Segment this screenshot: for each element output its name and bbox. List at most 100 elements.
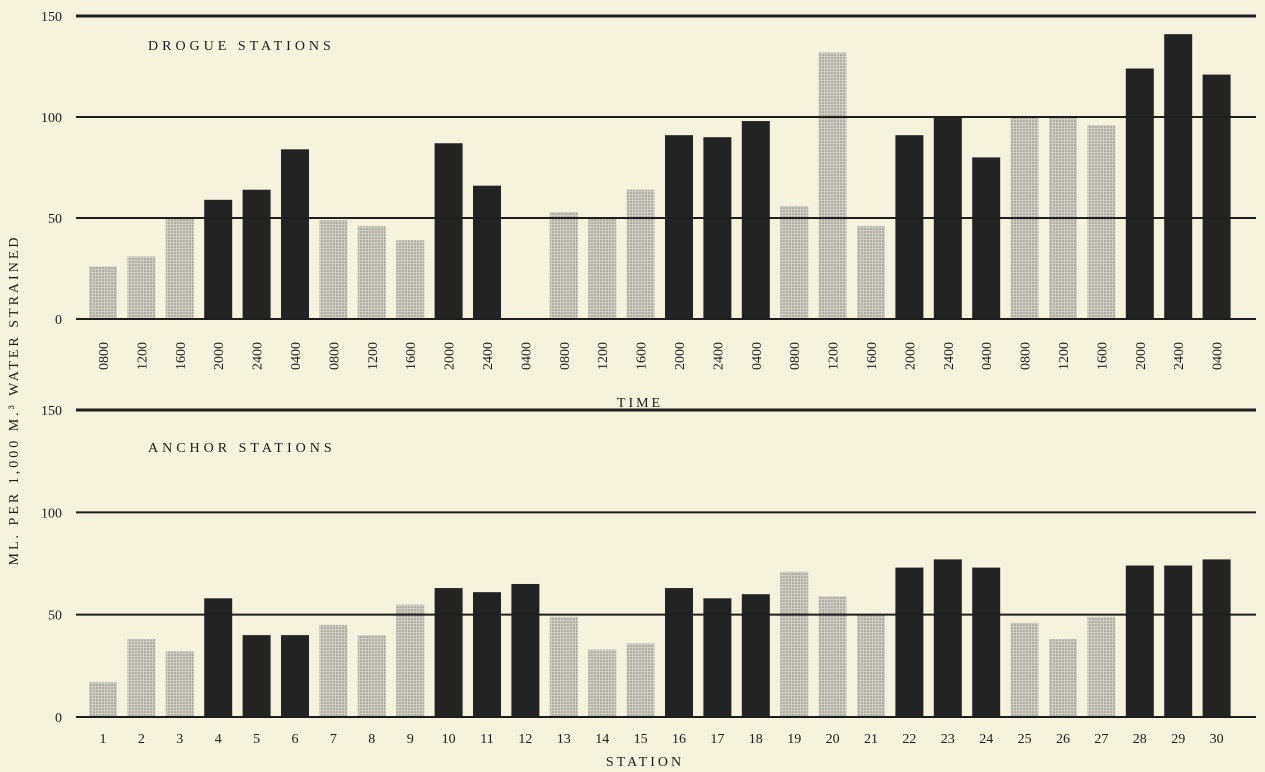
anchor-y-tick-label: 100	[41, 506, 62, 521]
drogue-bar-24	[972, 157, 1001, 319]
y-axis-label: ML. PER 1,000 M.³ WATER STRAINED	[7, 235, 22, 566]
anchor-bar-21	[857, 614, 885, 717]
drogue-x-tick-label: 0400	[1211, 342, 1226, 370]
anchor-bar-20	[818, 596, 847, 717]
anchor-x-tick-label: 29	[1171, 732, 1185, 747]
drogue-x-tick-label: 1600	[404, 342, 419, 370]
anchor-x-tick-label: 24	[979, 732, 993, 747]
drogue-x-tick-label: 2000	[443, 342, 458, 370]
drogue-chart-title: DROGUE STATIONS	[148, 39, 335, 54]
drogue-x-tick-label: 2000	[1134, 342, 1149, 370]
drogue-x-tick-label: 1600	[635, 342, 650, 370]
drogue-x-tick-label: 0800	[1019, 342, 1034, 370]
drogue-x-tick-label: 1200	[596, 342, 611, 370]
anchor-bar-14	[588, 649, 617, 717]
drogue-x-tick-label: 2400	[942, 342, 957, 370]
drogue-bar-29	[1164, 34, 1193, 320]
drogue-bar-5	[242, 189, 271, 319]
drogue-bar-20	[818, 52, 847, 320]
anchor-x-tick-label: 21	[864, 732, 878, 747]
anchor-bar-4	[204, 598, 233, 717]
drogue-bar-21	[857, 226, 885, 319]
drogue-x-tick-label: 2400	[251, 342, 266, 370]
drogue-bar-6	[281, 149, 309, 319]
anchor-chart: 1 2 3 4 5 6 7 8 9 10 11 12 13 14 15 16 17 18 19 20 21 22 23 24 2…	[41, 404, 1256, 747]
anchor-x-tick-label: 12	[518, 732, 532, 747]
drogue-x-tick-label: 1600	[174, 342, 189, 370]
drogue-x-tick-label: 0400	[519, 342, 534, 370]
drogue-bar-10	[434, 143, 463, 319]
drogue-bar-8	[357, 226, 386, 319]
anchor-x-tick-label: 6	[292, 732, 299, 747]
anchor-bar-28	[1125, 565, 1154, 717]
anchor-y-tick-label: 0	[55, 711, 62, 726]
anchor-x-tick-label: 7	[330, 732, 337, 747]
anchor-x-tick-label: 17	[710, 732, 724, 747]
drogue-bar-9	[396, 240, 425, 319]
anchor-bar-9	[396, 604, 425, 717]
drogue-x-tick-label: 0800	[327, 342, 342, 370]
anchor-x-tick-label: 16	[672, 732, 686, 747]
anchor-bar-16	[665, 588, 693, 717]
drogue-x-tick-label: 1200	[366, 342, 381, 370]
drogue-bar-15	[626, 189, 655, 319]
drogue-bar-17	[703, 137, 732, 319]
anchor-bar-18	[741, 594, 770, 717]
anchor-x-tick-label: 27	[1094, 732, 1108, 747]
drogue-x-tick-label: 2400	[481, 342, 496, 370]
anchor-x-tick-label: 25	[1018, 732, 1032, 747]
anchor-x-tick-label: 1	[100, 732, 107, 747]
anchor-x-tick-label: 11	[480, 732, 493, 747]
anchor-chart-title: ANCHOR STATIONS	[148, 441, 336, 456]
drogue-x-tick-label: 1200	[827, 342, 842, 370]
drogue-bar-3	[165, 218, 194, 319]
drogue-x-tick-label: 0800	[558, 342, 573, 370]
anchor-x-tick-label: 14	[595, 732, 609, 747]
anchor-y-tick-label: 150	[41, 404, 62, 419]
anchor-bar-2	[127, 639, 156, 717]
anchor-x-tick-label: 13	[557, 732, 571, 747]
drogue-y-tick-label: 150	[41, 10, 62, 25]
drogue-x-tick-label: 2000	[673, 342, 688, 370]
anchor-x-tick-label: 3	[176, 732, 183, 747]
anchor-x-tick-label: 10	[442, 732, 456, 747]
anchor-bar-11	[473, 592, 501, 717]
anchor-bar-17	[703, 598, 732, 717]
anchor-bar-25	[1010, 622, 1039, 717]
drogue-x-axis-label: TIME	[617, 396, 663, 411]
drogue-x-tick-label: 1600	[1095, 342, 1110, 370]
anchor-x-tick-label: 5	[253, 732, 260, 747]
drogue-bar-13	[549, 211, 578, 319]
drogue-bar-19	[780, 205, 809, 319]
anchor-bar-12	[511, 583, 540, 717]
anchor-bar-7	[319, 624, 348, 717]
drogue-x-tick-label: 0400	[289, 342, 304, 370]
drogue-y-tick-label: 0	[55, 313, 62, 328]
drogue-y-tick-label: 50	[48, 212, 62, 227]
drogue-x-tick-label: 1200	[135, 342, 150, 370]
drogue-bar-16	[665, 135, 693, 319]
anchor-x-tick-label: 23	[941, 732, 955, 747]
anchor-bar-26	[1049, 639, 1077, 717]
anchor-x-tick-label: 9	[407, 732, 414, 747]
drogue-bar-1	[89, 266, 117, 319]
drogue-x-tick-label: 2400	[1172, 342, 1187, 370]
drogue-x-tick-label: 1600	[865, 342, 880, 370]
anchor-x-tick-label: 26	[1056, 732, 1070, 747]
drogue-x-tick-label: 0400	[980, 342, 995, 370]
drogue-chart: 0800 1200 1600 2000 2400 0400 0800 1200 1600 2000…	[41, 10, 1256, 370]
drogue-bar-27	[1087, 125, 1116, 319]
drogue-x-tick-label: 2000	[212, 342, 227, 370]
anchor-bar-19	[780, 571, 809, 717]
anchor-x-tick-label: 8	[368, 732, 375, 747]
anchor-bar-10	[434, 588, 463, 717]
drogue-bar-14	[588, 218, 617, 319]
anchor-x-tick-label: 28	[1133, 732, 1147, 747]
drogue-bar-22	[895, 135, 924, 319]
anchor-bar-13	[549, 616, 578, 717]
drogue-bar-11	[473, 185, 501, 319]
anchor-bar-30	[1202, 559, 1231, 717]
anchor-bar-27	[1087, 616, 1116, 717]
anchor-bar-15	[626, 643, 655, 717]
